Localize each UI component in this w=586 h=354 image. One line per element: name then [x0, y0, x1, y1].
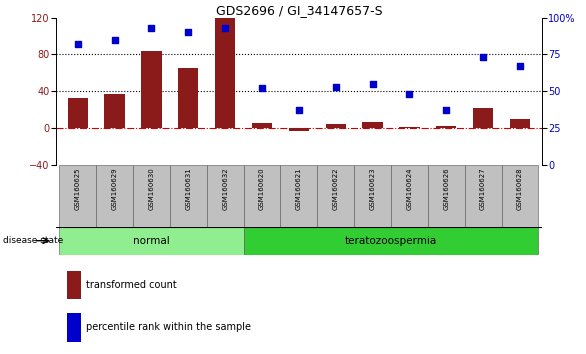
Point — [442, 107, 451, 113]
Point — [257, 85, 267, 91]
Point — [478, 55, 488, 60]
Text: percentile rank within the sample: percentile rank within the sample — [86, 322, 251, 332]
Text: normal: normal — [133, 236, 170, 246]
Point — [220, 25, 230, 31]
Text: GSM160623: GSM160623 — [370, 168, 376, 210]
Title: GDS2696 / GI_34147657-S: GDS2696 / GI_34147657-S — [216, 4, 382, 17]
Bar — [59, 227, 244, 255]
Bar — [170, 165, 207, 227]
Bar — [244, 227, 539, 255]
Bar — [362, 122, 383, 128]
Point — [405, 91, 414, 97]
Bar — [67, 271, 80, 299]
Bar — [59, 165, 96, 227]
Bar — [281, 165, 317, 227]
Point — [294, 107, 304, 113]
Text: GSM160620: GSM160620 — [259, 168, 265, 210]
Bar — [104, 94, 125, 128]
Bar — [207, 165, 244, 227]
Bar — [473, 108, 493, 128]
Text: GSM160630: GSM160630 — [148, 168, 155, 211]
Bar — [510, 119, 530, 128]
Bar — [178, 68, 199, 128]
Text: GSM160626: GSM160626 — [443, 168, 449, 210]
Bar — [502, 165, 539, 227]
Text: disease state: disease state — [3, 236, 63, 245]
Bar — [317, 165, 354, 227]
Text: transformed count: transformed count — [86, 280, 177, 290]
Text: GSM160621: GSM160621 — [296, 168, 302, 210]
Point — [183, 29, 193, 35]
Text: GSM160625: GSM160625 — [75, 168, 81, 210]
Bar — [67, 98, 88, 128]
Bar — [141, 51, 162, 128]
Point — [368, 81, 377, 87]
Text: GSM160627: GSM160627 — [480, 168, 486, 210]
Bar — [465, 165, 502, 227]
Bar — [133, 165, 170, 227]
Bar — [252, 123, 272, 128]
Bar — [391, 165, 428, 227]
Bar — [399, 127, 420, 128]
Bar — [428, 165, 465, 227]
Text: GSM160631: GSM160631 — [185, 168, 191, 211]
Bar — [215, 18, 236, 128]
Bar — [67, 313, 80, 342]
Bar — [436, 126, 456, 128]
Bar — [96, 165, 133, 227]
Point — [146, 25, 156, 31]
Bar — [289, 128, 309, 131]
Point — [110, 37, 120, 42]
Text: GSM160629: GSM160629 — [111, 168, 118, 210]
Text: GSM160624: GSM160624 — [407, 168, 413, 210]
Bar — [244, 165, 281, 227]
Text: GSM160632: GSM160632 — [222, 168, 228, 210]
Bar — [326, 124, 346, 128]
Point — [331, 84, 340, 90]
Point — [515, 63, 524, 69]
Point — [73, 41, 83, 47]
Text: teratozoospermia: teratozoospermia — [345, 236, 437, 246]
Bar — [354, 165, 391, 227]
Text: GSM160628: GSM160628 — [517, 168, 523, 210]
Text: GSM160622: GSM160622 — [333, 168, 339, 210]
